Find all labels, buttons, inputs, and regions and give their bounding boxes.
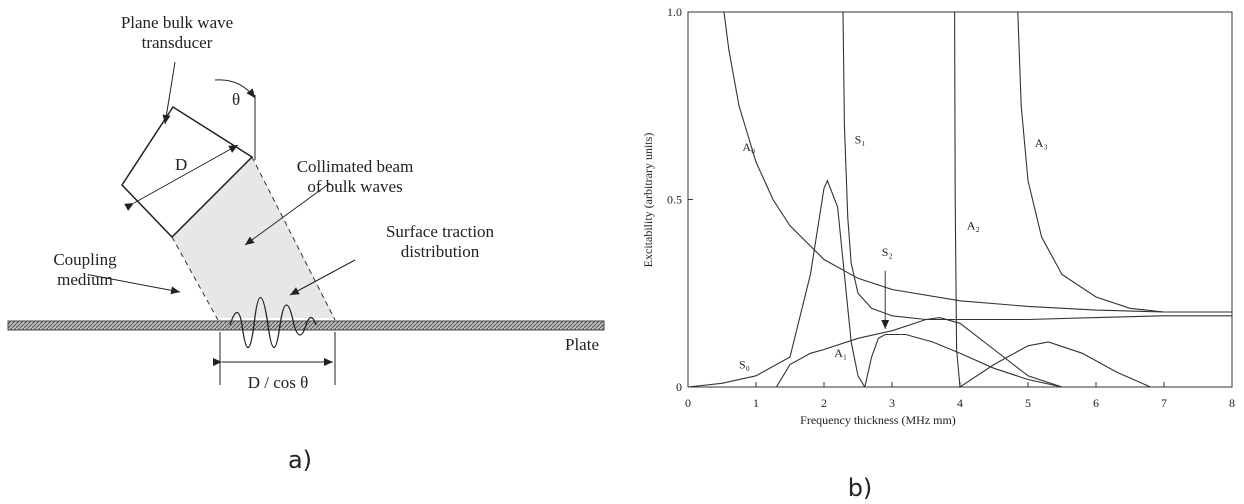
y-tick-label: 0.5 [667, 193, 682, 207]
beam-edge [251, 156, 336, 321]
angle-arc [214, 79, 256, 99]
curve-label: A₀ [742, 140, 755, 154]
label-line: Surface traction [386, 222, 495, 241]
width-arrow [124, 144, 239, 211]
mode-curve [687, 179, 866, 388]
label-line: transducer [142, 33, 213, 52]
diagram: Plane bulk wave transducer θ D Collimated… [7, 13, 605, 474]
x-tick-label: 8 [1229, 396, 1235, 410]
x-tick-label: 2 [821, 396, 827, 410]
x-tick-label: 1 [753, 396, 759, 410]
curve-label: A₁ [834, 346, 847, 360]
pointer [162, 61, 176, 125]
x-axis-label: Frequency thickness (MHz mm) [800, 413, 956, 427]
x-tick-label: 6 [1093, 396, 1099, 410]
mode-curve [864, 333, 1063, 388]
caption: a) [288, 446, 312, 474]
x-tick-label: 7 [1161, 396, 1167, 410]
label-line: Plane bulk wave [121, 13, 233, 32]
label-line: medium [57, 270, 113, 289]
label-line: Coupling [53, 250, 117, 269]
y-tick-label: 0 [676, 380, 682, 394]
label-line: Collimated beam [297, 157, 414, 176]
mode-curve [842, 11, 1232, 321]
curve-label: A₃ [1035, 136, 1048, 150]
label-line: of bulk waves [307, 177, 402, 196]
mode-curve [954, 11, 1151, 388]
beam-edge [171, 236, 219, 321]
coupling-label: Coupling medium [53, 250, 117, 289]
traction-label: Surface traction distribution [386, 222, 495, 261]
footprint-label: D / cos θ [248, 373, 309, 392]
angle-label: θ [232, 90, 240, 109]
pointer [89, 274, 181, 295]
pointer [244, 182, 331, 246]
caption: b) [848, 474, 873, 502]
label-line: distribution [401, 242, 480, 261]
pointer [289, 259, 356, 296]
x-tick-label: 4 [957, 396, 963, 410]
curve-label: S₁ [855, 132, 866, 146]
width-label: D [175, 155, 187, 174]
chart: Frequency thickness (MHz mm) Excitabilit… [641, 5, 1235, 502]
curve-label: S₀ [739, 357, 750, 371]
traction-wave [229, 297, 317, 348]
beam-label: Collimated beam of bulk waves [297, 157, 414, 196]
y-tick-label: 1.0 [667, 5, 682, 19]
plate-label: Plate [565, 335, 599, 354]
mode-curve [775, 317, 1063, 388]
transducer-label: Plane bulk wave transducer [121, 13, 233, 52]
curve-label: S₂ [882, 245, 893, 259]
y-axis-label: Excitability (arbitrary units) [641, 133, 655, 268]
curve-label: A₂ [967, 219, 980, 233]
mode-curve [723, 11, 1232, 313]
mode-curve [1017, 11, 1232, 313]
x-tick-label: 3 [889, 396, 895, 410]
x-tick-label: 5 [1025, 396, 1031, 410]
plot-frame [687, 11, 1233, 388]
x-tick-label: 0 [685, 396, 691, 410]
